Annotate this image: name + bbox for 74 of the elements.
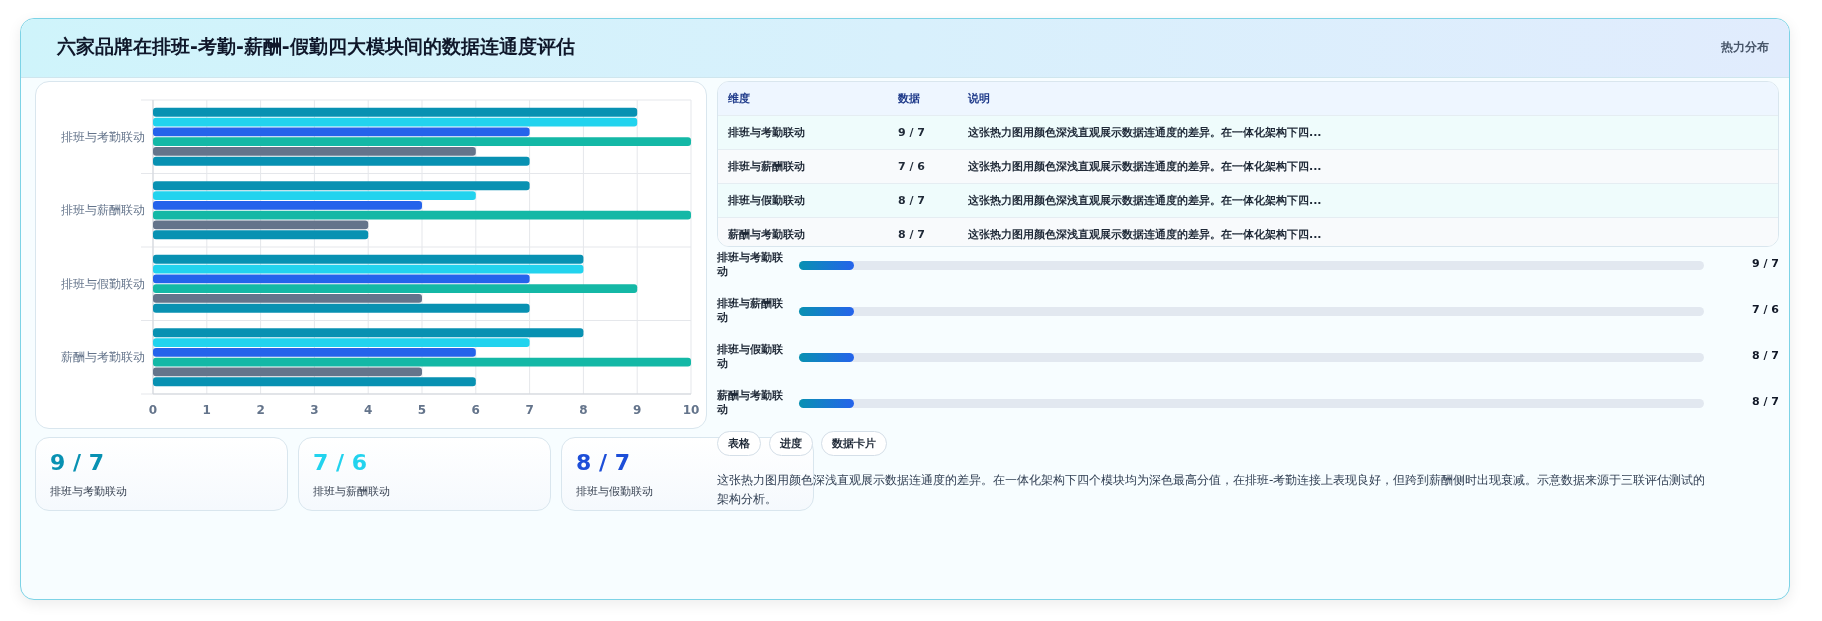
text: 这张热力图用颜色深浅直观展示数据连通度的差异。在一体化架构下四... <box>967 227 1323 243</box>
bar <box>153 367 422 377</box>
x-tick-label: 5 <box>417 403 427 417</box>
category-label: 排班与薪酬联动 <box>717 297 784 325</box>
text: 7 / 6 <box>898 160 925 173</box>
x-tick-label: 3 <box>310 403 319 417</box>
bar <box>153 156 530 166</box>
text: 这张热力图用颜色深浅直观展示数据连通度的差异。在一体化架构下四个模块均为深色最高分值，在排班-考勤连接上表现良好，但跨到薪酬侧时出现衰减。示意数据来源于三联评估测试的架构分析。 <box>717 472 1707 508</box>
category-label: 薪酬与考勤联动 <box>717 389 784 417</box>
bar <box>153 284 638 294</box>
text: 热力分布 <box>1721 39 1769 56</box>
text: 数据 <box>888 82 958 116</box>
text: 数据卡片 <box>821 431 887 456</box>
text: 说明 <box>958 82 1778 116</box>
text: 六家品牌在排班-考勤-薪酬-假勤四大模块间的数据连通度评估 <box>57 34 575 59</box>
category-label: 排班与假勤联动 <box>717 343 784 371</box>
x-tick-label: 10 <box>682 403 700 417</box>
bar <box>153 147 476 156</box>
text: 7 / 6 <box>1752 303 1779 316</box>
category-label: 排班与薪酬联动 <box>313 484 390 499</box>
text: 这张热力图用颜色深浅直观展示数据连通度的差异。在一体化架构下四... <box>958 183 1778 218</box>
x-tick-label: 1 <box>202 403 211 417</box>
text: 进度 <box>769 431 813 456</box>
text: 8 / 7 <box>1752 349 1779 362</box>
y-tick-label: 薪酬与考勤联动 <box>61 350 145 365</box>
bar <box>153 274 530 284</box>
y-tick-label: 排班与考勤联动 <box>61 129 145 144</box>
bar <box>153 294 422 303</box>
bar <box>153 347 476 357</box>
bar <box>153 127 530 137</box>
bar <box>153 264 584 274</box>
bar <box>153 230 369 240</box>
x-tick-label: 0 <box>148 403 158 417</box>
x-tick-label: 2 <box>256 403 265 417</box>
text: 维度 <box>718 82 888 116</box>
text: 这张热力图用颜色深浅直观展示数据连通度的差异。在一体化架构下四... <box>958 149 1778 184</box>
y-tick-label: 排班与假勤联动 <box>61 276 145 291</box>
x-tick-label: 8 <box>579 403 588 417</box>
category-label: 排班与考勤联动 <box>717 251 784 279</box>
bar <box>153 181 530 191</box>
text: 9 / 7 <box>50 450 104 475</box>
bar <box>153 191 476 200</box>
bar <box>153 338 530 347</box>
category-label: 排班与假勤联动 <box>718 183 888 218</box>
text: 这张热力图用颜色深浅直观展示数据连通度的差异。在一体化架构下四... <box>958 115 1778 150</box>
y-tick-label: 排班与薪酬联动 <box>61 203 145 218</box>
category-label: 排班与考勤联动 <box>718 115 888 150</box>
bar <box>153 303 530 313</box>
x-tick-label: 9 <box>633 403 642 417</box>
x-tick-label: 4 <box>364 403 373 417</box>
bar <box>153 117 638 127</box>
bar <box>153 377 476 387</box>
text: 9 / 7 <box>1752 257 1779 270</box>
text: 8 / 7 <box>898 228 925 241</box>
bar <box>153 254 584 264</box>
category-label: 薪酬与考勤联动 <box>727 227 806 243</box>
category-label: 排班与假勤联动 <box>576 484 653 499</box>
text: 8 / 7 <box>898 194 925 207</box>
text: 表格 <box>717 431 761 456</box>
bar <box>153 107 638 117</box>
text: 8 / 7 <box>576 450 630 475</box>
text: 7 / 6 <box>313 450 367 475</box>
bar <box>153 220 369 230</box>
bar <box>153 137 691 147</box>
text: 8 / 7 <box>1752 395 1779 408</box>
bar <box>153 357 691 367</box>
text: 9 / 7 <box>898 126 925 139</box>
category-label: 排班与考勤联动 <box>50 484 127 499</box>
x-tick-label: 6 <box>471 403 480 417</box>
bar <box>153 200 422 210</box>
bar <box>153 328 584 338</box>
category-label: 排班与薪酬联动 <box>718 149 888 184</box>
x-tick-label: 7 <box>525 403 534 417</box>
bar <box>153 210 691 220</box>
